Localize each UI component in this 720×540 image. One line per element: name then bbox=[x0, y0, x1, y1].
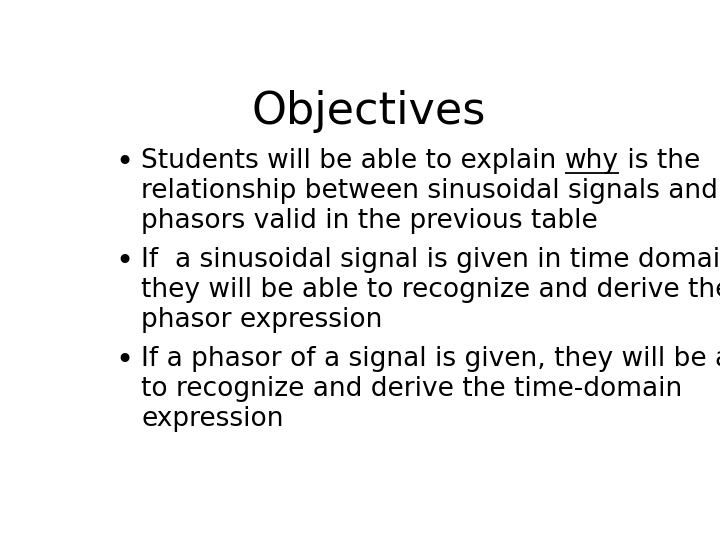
Text: expression: expression bbox=[141, 406, 284, 432]
Text: •: • bbox=[115, 247, 133, 276]
Text: Objectives: Objectives bbox=[252, 90, 486, 133]
Text: is the: is the bbox=[619, 148, 701, 174]
Text: Students will be able to explain: Students will be able to explain bbox=[141, 148, 565, 174]
Text: phasor expression: phasor expression bbox=[141, 307, 383, 333]
Text: why: why bbox=[565, 148, 619, 174]
Text: relationship between sinusoidal signals and: relationship between sinusoidal signals … bbox=[141, 178, 719, 204]
Text: they will be able to recognize and derive the: they will be able to recognize and deriv… bbox=[141, 277, 720, 303]
Text: If  a sinusoidal signal is given in time domain,: If a sinusoidal signal is given in time … bbox=[141, 247, 720, 273]
Text: to recognize and derive the time-domain: to recognize and derive the time-domain bbox=[141, 376, 683, 402]
Text: phasors valid in the previous table: phasors valid in the previous table bbox=[141, 208, 598, 234]
Text: •: • bbox=[115, 148, 133, 177]
Text: •: • bbox=[115, 346, 133, 375]
Text: If a phasor of a signal is given, they will be able: If a phasor of a signal is given, they w… bbox=[141, 346, 720, 372]
